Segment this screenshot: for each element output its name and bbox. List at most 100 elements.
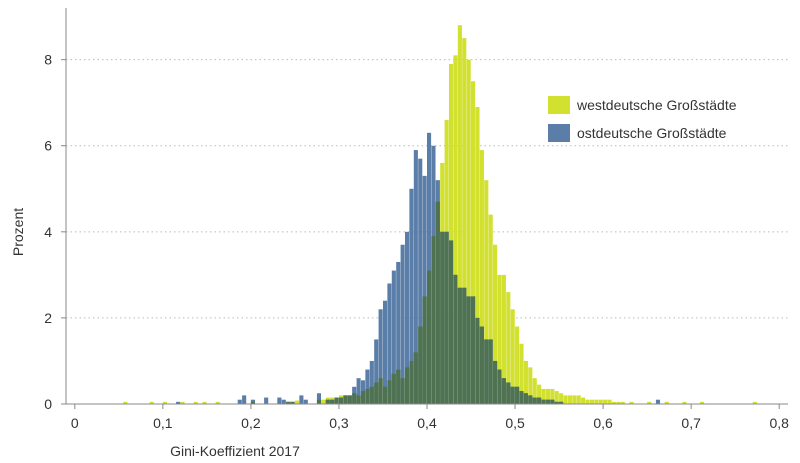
bar-west: [493, 244, 498, 404]
bar-overlap: [330, 399, 335, 404]
bar-west: [462, 38, 467, 405]
bar-west: [554, 391, 559, 404]
y-tick-label: 8: [44, 52, 52, 68]
bar-west: [699, 401, 705, 404]
bar-west: [603, 399, 608, 404]
bar-west: [550, 388, 555, 404]
x-tick-label: 0,7: [681, 415, 701, 431]
y-tick-label: 2: [44, 310, 52, 326]
bar-overlap: [404, 367, 410, 404]
bar-west: [528, 367, 533, 404]
bar-west: [449, 63, 454, 405]
bar-west: [620, 401, 625, 404]
bar-overlap: [374, 382, 379, 404]
bar-west: [545, 388, 550, 404]
bar-overlap: [466, 296, 471, 404]
bar-overlap: [475, 317, 480, 404]
bar-west: [598, 399, 603, 404]
bar-east: [281, 399, 286, 404]
west-bars: [123, 25, 757, 405]
bar-east: [316, 393, 322, 404]
bar-west: [506, 292, 511, 404]
bar-overlap: [515, 386, 520, 404]
legend-label-west: westdeutsche Großstädte: [576, 97, 737, 113]
bar-overlap: [479, 326, 484, 404]
bar-east: [427, 132, 432, 404]
legend-swatch-east: [548, 124, 570, 142]
bar-west: [581, 397, 586, 404]
bar-east: [382, 300, 388, 404]
bar-east: [409, 188, 414, 404]
bar-west: [682, 401, 687, 404]
x-tick-label: 0,1: [153, 415, 173, 431]
bar-west: [123, 401, 128, 404]
bar-overlap: [360, 391, 366, 404]
bar-east: [378, 309, 383, 404]
bar-east: [303, 399, 308, 404]
bar-west: [572, 395, 577, 404]
bar-overlap: [286, 401, 291, 404]
bar-overlap: [449, 240, 454, 404]
bar-west: [541, 388, 546, 404]
bar-overlap: [334, 397, 339, 404]
bar-east: [396, 261, 401, 404]
bar-west: [180, 401, 185, 404]
bar-west: [647, 401, 652, 404]
bar-overlap: [387, 380, 392, 404]
bar-overlap: [400, 378, 405, 404]
x-tick-label: 0,4: [417, 415, 437, 431]
bar-west: [523, 360, 528, 404]
bar-east: [365, 369, 370, 404]
x-tick-label: 0,3: [329, 415, 349, 431]
x-tick-label: 0,8: [769, 415, 789, 431]
bar-west: [752, 401, 757, 404]
bar-west: [471, 81, 476, 404]
bar-overlap: [343, 395, 348, 404]
bar-east: [404, 231, 410, 404]
bar-overlap: [316, 399, 322, 404]
bar-west: [664, 401, 669, 404]
legend-label-east: ostdeutsche Großstädte: [577, 125, 727, 141]
bar-west: [457, 25, 462, 404]
y-tick-label: 4: [44, 224, 52, 240]
bar-overlap: [356, 395, 361, 404]
bar-west: [215, 401, 220, 404]
east-bars: [176, 132, 661, 404]
bar-overlap: [554, 401, 559, 404]
bar-overlap: [550, 399, 555, 404]
bar-east: [299, 395, 304, 404]
bar-overlap: [435, 201, 440, 404]
bar-west: [149, 401, 154, 404]
bar-west: [567, 395, 572, 404]
bar-west: [594, 399, 599, 404]
bar-overlap: [532, 397, 537, 404]
bar-east: [400, 244, 405, 404]
bar-west: [501, 274, 506, 404]
bar-overlap: [409, 360, 414, 404]
bar-overlap: [290, 401, 295, 404]
x-tick-label: 0,6: [593, 415, 613, 431]
bar-east: [176, 401, 181, 404]
bar-east: [242, 395, 247, 404]
y-axis-title: Prozent: [10, 208, 26, 256]
bar-west: [589, 399, 594, 404]
legend-swatch-west: [548, 96, 570, 114]
bar-overlap: [453, 274, 458, 404]
bar-overlap: [506, 382, 511, 404]
bar-west: [519, 343, 524, 404]
bar-overlap: [559, 401, 564, 404]
bar-east: [374, 339, 379, 404]
bar-west: [497, 274, 502, 404]
bar-east: [413, 150, 418, 404]
bar-east: [418, 158, 423, 404]
bar-overlap: [541, 399, 546, 404]
bar-west: [475, 107, 480, 404]
bar-overlap: [378, 378, 383, 404]
bar-overlap: [338, 397, 344, 404]
bar-overlap: [523, 393, 528, 404]
bar-overlap: [418, 326, 423, 404]
bar-overlap: [471, 296, 476, 404]
bar-overlap: [537, 397, 542, 404]
bar-overlap: [347, 395, 352, 404]
